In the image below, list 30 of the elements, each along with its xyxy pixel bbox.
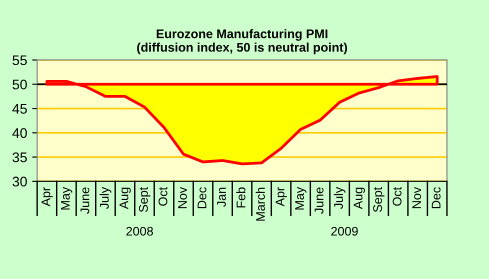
x-tick-label: Nov [412, 186, 422, 208]
x-tick-label: May [61, 186, 72, 210]
x-tick-label: Aug [354, 188, 365, 210]
x-tick-label: Apr [276, 187, 287, 206]
x-tick-label: Dec [432, 187, 441, 208]
y-tick-label: 45 [12, 104, 27, 114]
y-tick-label: 50 [12, 80, 27, 90]
y-tick-label: 55 [12, 55, 27, 66]
x-tick-label: Apr [42, 187, 53, 206]
x-tick-label: Nov [178, 186, 187, 208]
text: 2009 [331, 226, 358, 236]
x-tick-label: Dec [198, 187, 206, 208]
y-tick-label: 30 [12, 176, 27, 187]
x-tick-label: July [334, 186, 346, 209]
x-tick-label: Oct [158, 186, 168, 206]
x-tick-label: Sept [373, 186, 384, 212]
x-tick-label: Jan [217, 188, 226, 207]
x-tick-label: March [256, 188, 265, 221]
x-tick-label: Aug [120, 188, 131, 210]
x-tick-label: Sept [138, 186, 150, 212]
x-tick-label: Oct [392, 186, 402, 206]
x-tick-label: Feb [236, 187, 246, 208]
chart-title: Eurozone Manufacturing PMI (diffusion index, 50 is neutral point) [137, 29, 348, 54]
x-tick-label: July [100, 186, 112, 209]
y-tick-label: 40 [12, 128, 27, 138]
text: 2008 [126, 226, 153, 236]
x-tick-label: May [295, 186, 306, 210]
x-tick-label: June [80, 187, 90, 214]
y-tick-label: 35 [12, 152, 27, 162]
x-tick-label: June [314, 187, 324, 214]
